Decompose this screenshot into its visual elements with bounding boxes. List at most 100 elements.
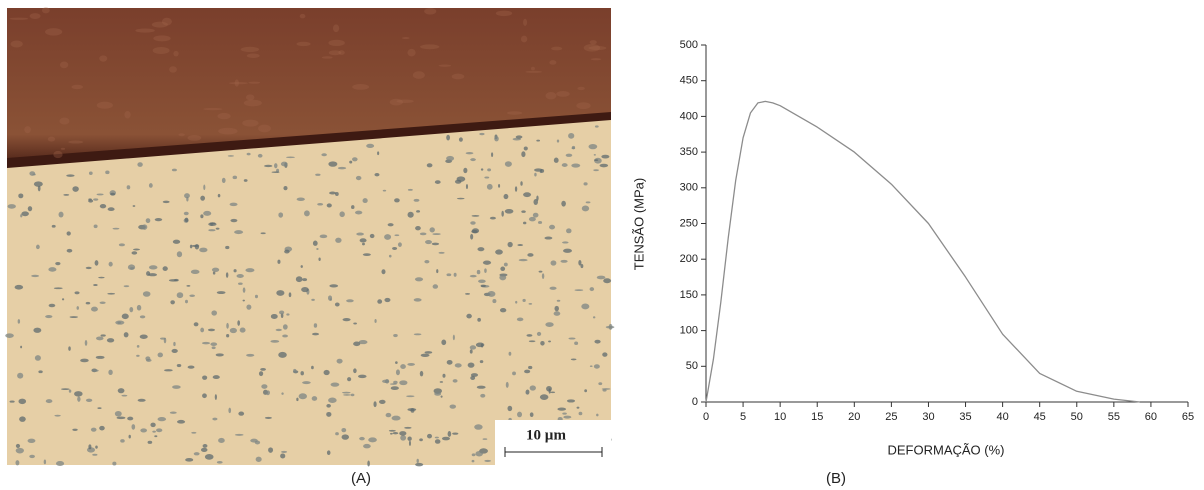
- micrograph-texture: [10, 40, 23, 48]
- micrograph-interface: [7, 112, 611, 168]
- micrograph-particle: [562, 412, 567, 415]
- micrograph-particle: [441, 436, 450, 441]
- micrograph-particle: [393, 334, 398, 338]
- y-axis-label: TENSÃO (MPa): [631, 178, 646, 270]
- micrograph-particle: [110, 192, 116, 196]
- x-tick-label: 15: [811, 411, 823, 423]
- micrograph-particle: [550, 391, 556, 394]
- micrograph-particle: [37, 185, 41, 192]
- micrograph-particle: [278, 212, 284, 218]
- micrograph-particle: [382, 189, 387, 192]
- micrograph-particle: [236, 274, 244, 278]
- micrograph-particle: [494, 136, 499, 142]
- micrograph-particle: [385, 412, 392, 418]
- micrograph-particle: [211, 346, 216, 350]
- micrograph-particle: [553, 311, 561, 316]
- micrograph-particle: [391, 415, 401, 421]
- micrograph-particle: [131, 251, 138, 255]
- micrograph-texture: [401, 37, 410, 40]
- micrograph-particle: [378, 399, 386, 405]
- micrograph-particle: [414, 277, 424, 282]
- micrograph-particle: [388, 254, 392, 258]
- micrograph-particle: [43, 459, 47, 465]
- micrograph-particle: [458, 137, 463, 142]
- micrograph-particle: [337, 166, 347, 170]
- micrograph-particle: [226, 322, 229, 329]
- micrograph-particle: [578, 411, 583, 416]
- micrograph-particle: [311, 396, 318, 401]
- micrograph-particle: [217, 193, 221, 198]
- micrograph-particle: [484, 459, 491, 463]
- micrograph-texture: [60, 147, 66, 150]
- micrograph-particle: [353, 368, 357, 374]
- micrograph-particle: [200, 195, 206, 201]
- micrograph-particle: [515, 135, 523, 139]
- micrograph-particle: [258, 371, 264, 377]
- micrograph-particle: [123, 332, 129, 338]
- micrograph-particle: [503, 193, 509, 200]
- micrograph-particle: [550, 260, 557, 266]
- micrograph-particle: [410, 408, 415, 413]
- x-axis-label: DEFORMAÇÃO (%): [888, 442, 1005, 457]
- micrograph-particle: [328, 161, 338, 167]
- x-tick-label: 60: [1145, 411, 1157, 423]
- micrograph-particle: [407, 362, 415, 366]
- micrograph-particle: [312, 240, 318, 246]
- micrograph-particle: [336, 358, 343, 364]
- micrograph-particle: [278, 351, 287, 358]
- micrograph-particle: [390, 386, 399, 391]
- micrograph-particle: [117, 388, 125, 394]
- micrograph-particle: [98, 276, 105, 279]
- micrograph-particle: [471, 459, 475, 463]
- micrograph-particle: [326, 403, 331, 408]
- micrograph-particle: [475, 451, 483, 457]
- micrograph-texture: [576, 102, 591, 110]
- micrograph-texture: [187, 135, 202, 141]
- micrograph-particle: [275, 328, 282, 332]
- micrograph-particle: [426, 163, 433, 168]
- micrograph-particle: [419, 370, 424, 377]
- micrograph-particle: [61, 298, 65, 301]
- micrograph-particle: [250, 438, 258, 443]
- micrograph-particle: [395, 369, 400, 376]
- micrograph-texture: [420, 44, 440, 50]
- micrograph-particle: [18, 193, 24, 199]
- micrograph-particle: [594, 159, 599, 162]
- micrograph-texture: [47, 136, 56, 142]
- micrograph-particle: [95, 445, 98, 449]
- micrograph-texture: [45, 28, 63, 36]
- micrograph-particle: [35, 244, 40, 250]
- micrograph-particle: [136, 354, 140, 357]
- micrograph-particle: [554, 305, 559, 312]
- micrograph-particle: [68, 389, 72, 393]
- micrograph-particle: [193, 322, 199, 327]
- micrograph-particle: [480, 343, 484, 348]
- micrograph-particle: [471, 215, 480, 217]
- micrograph-particle: [434, 391, 442, 396]
- micrograph-particle: [415, 462, 424, 467]
- micrograph-particle: [362, 253, 371, 257]
- micrograph-particle: [381, 269, 386, 275]
- micrograph-particle: [351, 205, 355, 210]
- micrograph-particle: [216, 461, 223, 464]
- micrograph-particle: [463, 167, 468, 174]
- micrograph-particle: [61, 388, 70, 391]
- micrograph-particle: [232, 175, 238, 180]
- micrograph-particle: [97, 407, 102, 409]
- micrograph-particle: [570, 358, 577, 361]
- micrograph-particle: [594, 125, 599, 128]
- micrograph-particle: [238, 282, 243, 285]
- micrograph-particle: [137, 398, 146, 402]
- micrograph-particle: [495, 249, 503, 255]
- micrograph-particle: [603, 278, 612, 284]
- micrograph-particle: [27, 206, 33, 212]
- micrograph-particle: [522, 221, 527, 225]
- micrograph-particle: [234, 230, 244, 235]
- micrograph-particle: [362, 198, 368, 204]
- micrograph-texture: [525, 70, 543, 73]
- micrograph-particle: [471, 453, 476, 457]
- micrograph-texture: [424, 8, 437, 15]
- micrograph-particle: [225, 245, 230, 250]
- micrograph-particle: [316, 248, 319, 251]
- micrograph-particle: [326, 411, 332, 417]
